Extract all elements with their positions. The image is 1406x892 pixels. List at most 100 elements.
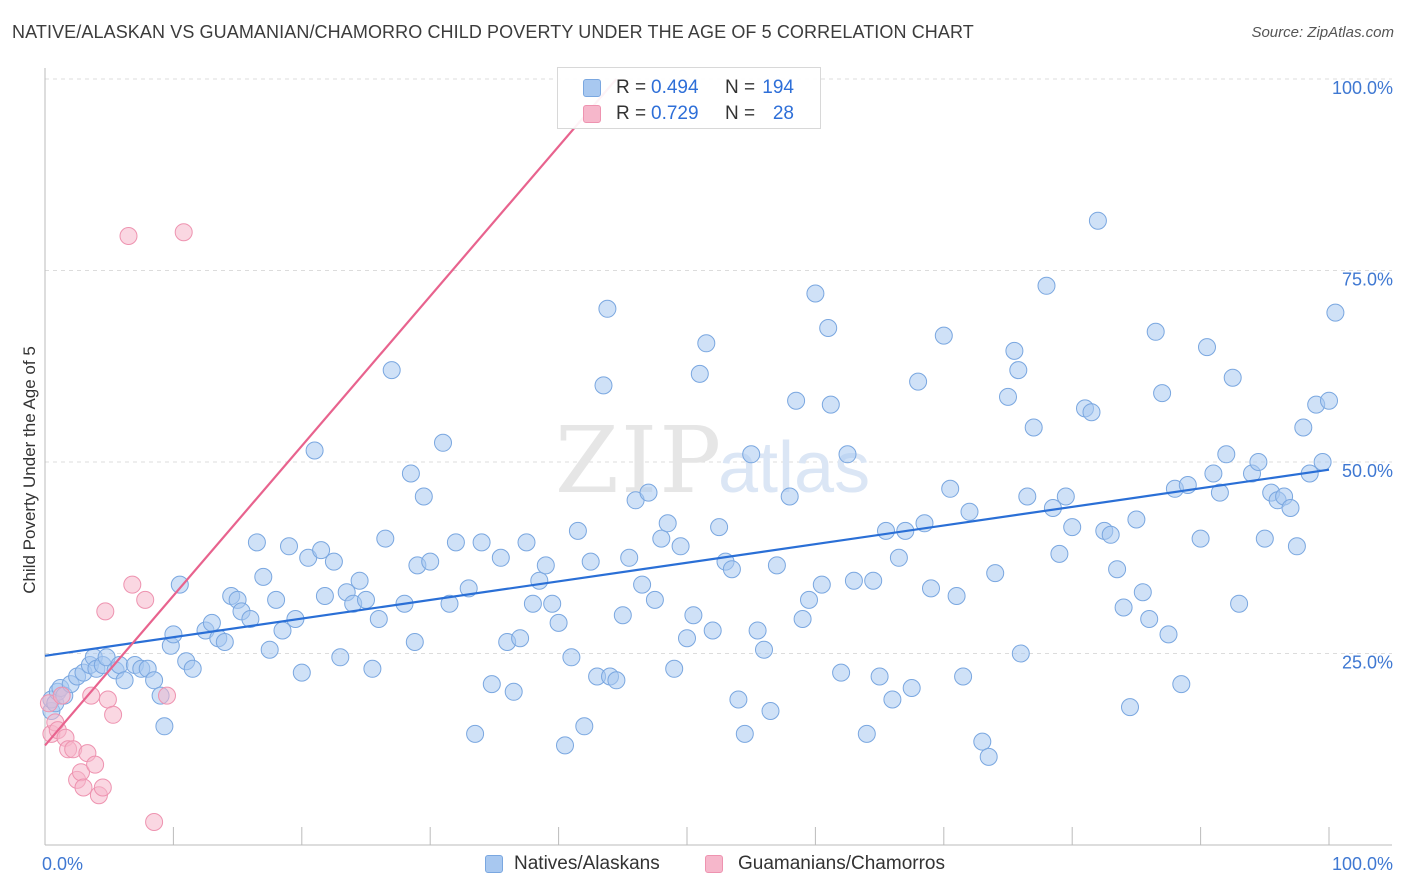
natives-point — [979, 747, 998, 766]
natives-point — [1133, 583, 1152, 602]
natives-point — [280, 537, 298, 556]
legend-n-value: 194 — [762, 77, 794, 98]
natives-point — [1009, 361, 1028, 380]
natives-point — [523, 594, 542, 613]
legend-r-label: R = — [616, 77, 647, 98]
natives-point — [215, 633, 234, 651]
natives-point — [472, 533, 491, 552]
natives-point — [482, 675, 501, 694]
series-natives — [42, 211, 1345, 766]
natives-point — [1037, 276, 1056, 295]
natives-point — [145, 671, 164, 690]
natives-point — [1140, 610, 1159, 628]
legend-swatch-natives — [583, 79, 601, 97]
natives-point — [363, 659, 382, 678]
legend-swatch-guamanians — [583, 105, 601, 123]
natives-point — [1198, 338, 1216, 357]
natives-point — [324, 552, 343, 571]
natives-point — [260, 640, 279, 659]
natives-point — [440, 594, 459, 613]
natives-point — [357, 590, 375, 609]
chart-title: NATIVE/ALASKAN VS GUAMANIAN/CHAMORRO CHI… — [12, 22, 974, 42]
natives-point — [292, 663, 311, 682]
guamanians-point — [93, 778, 112, 797]
natives-point — [800, 590, 818, 609]
natives-point — [517, 533, 536, 552]
legend-n-label: N = — [725, 77, 756, 98]
natives-point — [864, 571, 883, 590]
x-tick-label-min: 0.0% — [42, 854, 83, 874]
natives-point — [1281, 499, 1300, 517]
natives-point — [806, 284, 825, 303]
natives-point — [844, 571, 863, 590]
natives-point — [658, 514, 677, 533]
natives-point — [1210, 483, 1229, 502]
x-tick-labels: 0.0% 100.0% — [42, 854, 1393, 874]
natives-point — [703, 621, 722, 640]
natives-point — [504, 682, 523, 701]
guamanians-point — [86, 755, 105, 774]
legend-label-natives: Natives/Alaskans — [514, 853, 660, 874]
natives-point — [1223, 368, 1242, 387]
natives-point — [562, 648, 581, 667]
natives-point — [857, 724, 876, 743]
y-tick-label: 50.0% — [1342, 461, 1393, 481]
natives-point — [350, 571, 369, 590]
natives-point — [202, 613, 221, 632]
natives-point — [1114, 598, 1133, 617]
natives-point — [645, 590, 664, 609]
natives-point — [607, 671, 626, 690]
natives-point — [821, 395, 840, 414]
natives-point — [954, 667, 973, 686]
natives-point — [254, 567, 273, 586]
natives-point — [1313, 453, 1332, 471]
guamanians-point — [52, 686, 71, 705]
natives-point — [401, 464, 420, 483]
natives-point — [633, 575, 652, 594]
natives-point — [671, 537, 690, 556]
guamanians-point — [98, 690, 117, 709]
natives-point — [581, 552, 600, 571]
natives-point — [652, 529, 671, 548]
natives-point — [877, 521, 895, 540]
natives-point — [305, 441, 324, 460]
natives-point — [1011, 644, 1030, 663]
natives-point — [1249, 453, 1268, 471]
natives-point — [710, 518, 729, 537]
legend-n-value: 28 — [772, 103, 794, 124]
natives-point — [1287, 537, 1306, 556]
source-label: Source: ZipAtlas.com — [1251, 24, 1394, 41]
trend-lines — [44, 78, 1330, 747]
legend-r-value: 0.729 — [651, 103, 699, 124]
natives-point — [267, 590, 286, 609]
natives-point — [1159, 625, 1178, 644]
guamanians-point — [104, 705, 123, 724]
natives-point — [369, 610, 388, 628]
watermark: ZIP atlas — [555, 407, 870, 514]
natives-point — [793, 610, 812, 628]
y-tick-label: 100.0% — [1332, 78, 1393, 98]
natives-point — [1101, 525, 1120, 544]
natives-point — [183, 659, 202, 678]
natives-point — [909, 372, 928, 391]
natives-point — [421, 552, 440, 571]
natives-point — [767, 556, 786, 575]
guamanians-point — [123, 575, 142, 594]
legend-r-value: 0.494 — [651, 77, 699, 98]
natives-point — [787, 391, 806, 410]
natives-point — [405, 633, 424, 651]
y-tick-label: 25.0% — [1342, 653, 1393, 673]
natives-point — [568, 521, 587, 540]
natives-point — [241, 610, 260, 628]
guamanians-point — [74, 778, 93, 797]
natives-point — [1255, 529, 1274, 548]
natives-point — [1230, 594, 1249, 613]
natives-point — [902, 679, 921, 697]
natives-point — [1108, 560, 1127, 579]
natives-point — [1326, 303, 1345, 322]
natives-point — [536, 556, 555, 575]
natives-point — [1153, 384, 1172, 403]
natives-point — [697, 334, 716, 353]
natives-point — [620, 548, 639, 567]
